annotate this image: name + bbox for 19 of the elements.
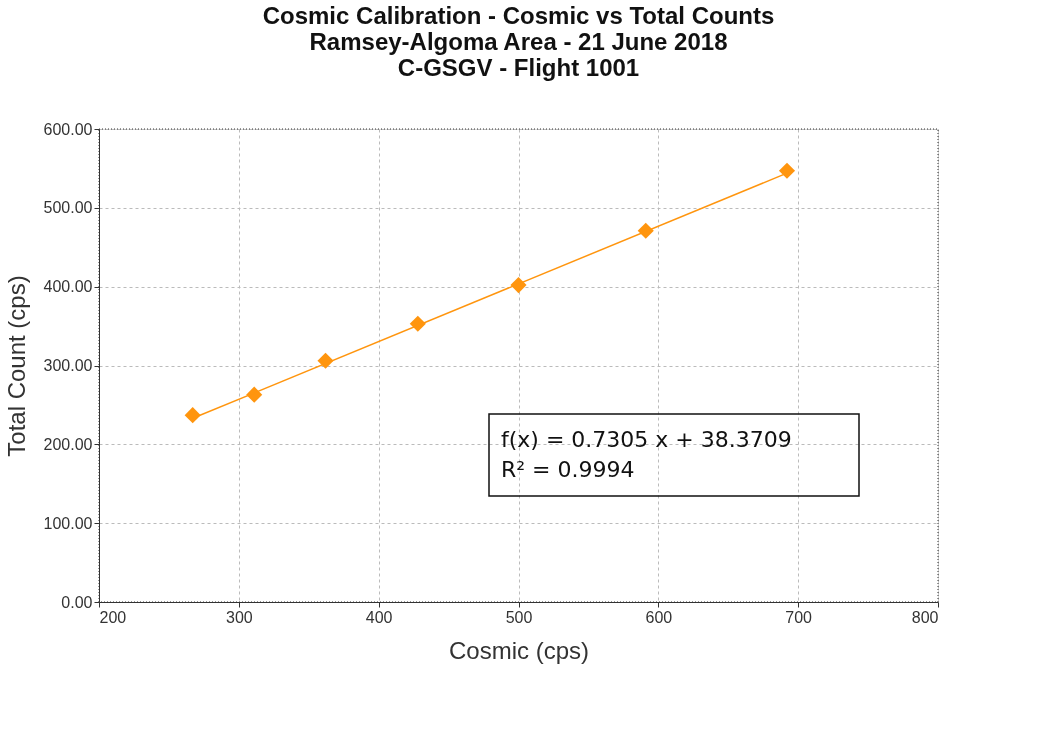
chart-title: Cosmic Calibration - Cosmic vs Total Counts Ramsey-Algoma Area - 21 June 2018 C-GSGV - Flight 1001 — [262, 2, 775, 81]
y-tick-label: 600.00 — [43, 120, 93, 138]
x-tick-label: 400 — [365, 608, 393, 626]
annotation: R² = 0.9994 — [501, 457, 635, 482]
y-tick-label: 0.00 — [61, 593, 93, 611]
y-tick-label: 500.00 — [43, 199, 93, 217]
x-tick-label: 800 — [911, 608, 939, 626]
x-tick-label: 300 — [225, 608, 253, 626]
x-tick-label: 700 — [785, 608, 813, 626]
y-axis-title: Total Count (cps) — [2, 275, 30, 457]
x-tick-label: 600 — [645, 608, 673, 626]
y-tick-label: 100.00 — [43, 514, 93, 532]
x-tick-label: 500 — [505, 608, 533, 626]
x-axis-title: Cosmic (cps) — [448, 636, 590, 664]
y-tick-label: 400.00 — [43, 278, 93, 296]
y-tick-label: 300.00 — [43, 357, 93, 374]
annotation: f(x) = 0.7305 x + 38.3709 — [501, 427, 792, 452]
x-tick-label: 200 — [99, 608, 127, 626]
y-tick-label: 200.00 — [43, 435, 93, 453]
